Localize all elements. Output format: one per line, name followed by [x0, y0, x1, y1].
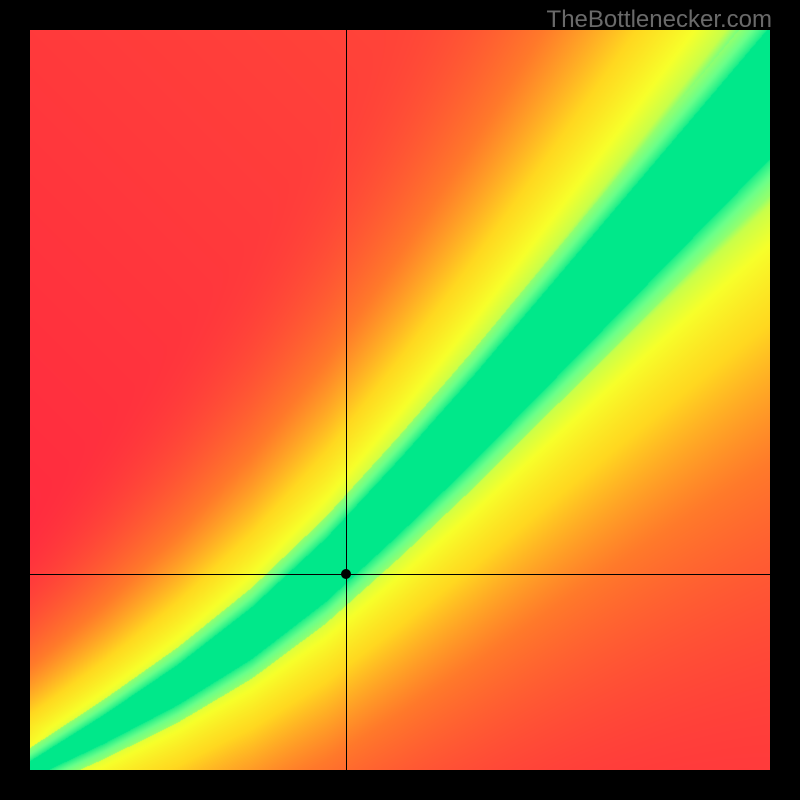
heatmap-plot	[30, 30, 770, 770]
heatmap-canvas	[30, 30, 770, 770]
crosshair-horizontal	[30, 574, 770, 575]
watermark-text: TheBottlenecker.com	[547, 6, 772, 34]
crosshair-vertical	[346, 30, 347, 770]
crosshair-marker	[341, 569, 351, 579]
